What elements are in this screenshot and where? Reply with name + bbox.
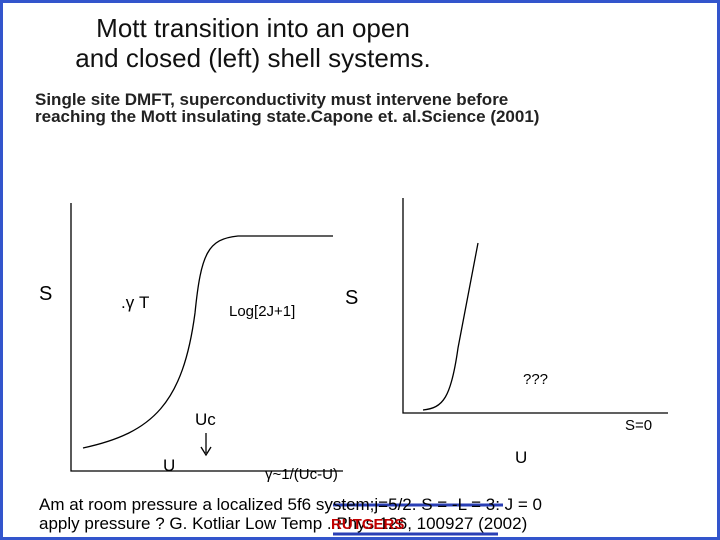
footer-text: Am at room pressure a localized 5f6 syst… [39, 495, 542, 533]
annotation: .γ T [121, 293, 150, 312]
left-axes [70, 203, 343, 472]
right-curve [422, 242, 479, 411]
title-line: and closed (left) shell systems. [75, 43, 431, 73]
left-curve [82, 235, 333, 449]
axis-label: U [515, 448, 528, 467]
diagrams [70, 198, 668, 536]
title: Mott transition into an open and closed (… [3, 13, 503, 73]
axis-label: U [163, 456, 176, 475]
uc-arrow-head [200, 446, 212, 457]
right-axes [402, 198, 668, 414]
annotation: Uc [195, 410, 216, 429]
title-line: Mott transition into an open [96, 13, 410, 43]
body-text: Single site DMFT, superconductivity must… [35, 90, 540, 126]
annotation: γ~1/(Uc-U) [265, 466, 338, 483]
annotation: ??? [523, 371, 549, 388]
axis-label: S [345, 287, 359, 309]
annotation: Log[2J+1] [229, 303, 296, 320]
logo-text: RUTGERS [331, 516, 405, 533]
annotation: S=0 [625, 417, 653, 434]
axis-label: S [39, 283, 53, 305]
